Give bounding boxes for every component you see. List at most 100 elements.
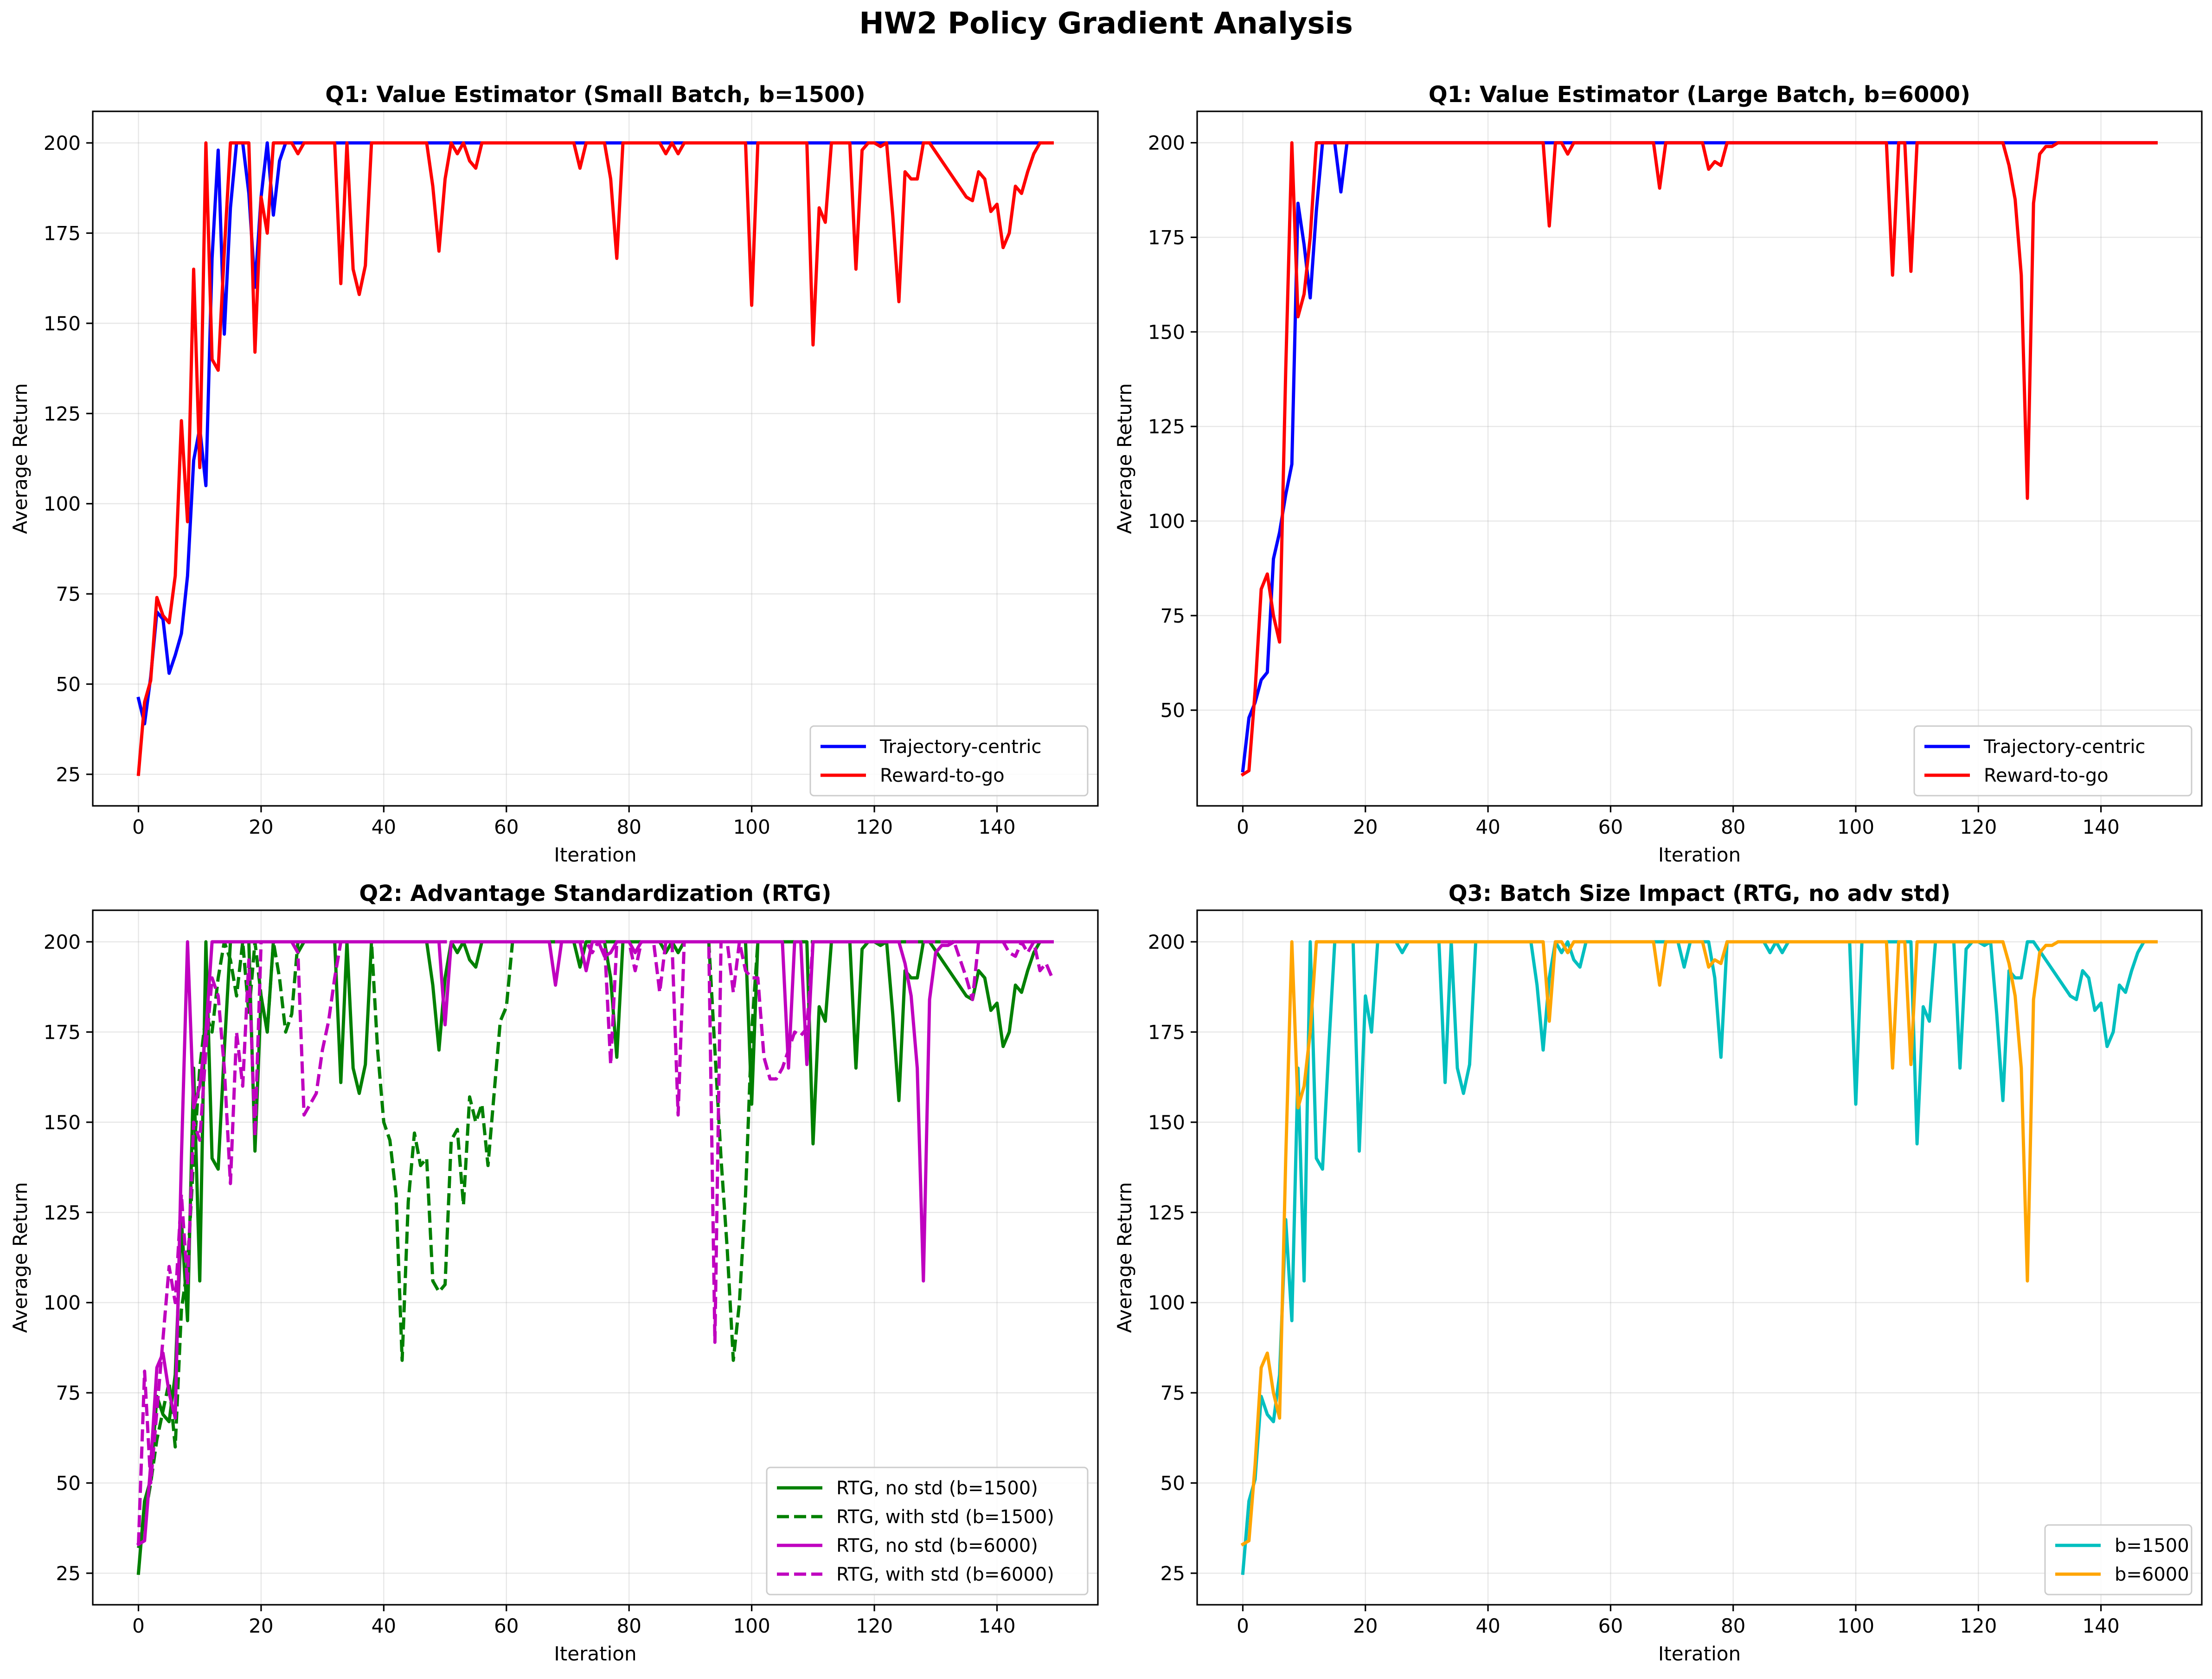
- panel2-x-tick-label: 60: [1598, 816, 1623, 838]
- panel2-series-line-2: [1240, 141, 2158, 777]
- panel2-x-tick-label: 80: [1721, 816, 1745, 838]
- panel2-x-tick-label: 20: [1353, 816, 1378, 838]
- panel3-y-tick-label: 125: [44, 1201, 81, 1224]
- panel3-y-axis-label: Average Return: [9, 1182, 32, 1333]
- panel3-y-tick-label: 25: [56, 1562, 81, 1585]
- panel4-legend-label-1: b=1500: [2115, 1535, 2189, 1557]
- panel2-y-axis-label: Average Return: [1113, 383, 1136, 534]
- panel1-x-tick-label: 120: [856, 816, 893, 838]
- panel4-x-tick-label: 80: [1721, 1615, 1745, 1637]
- panel1-title: Q1: Value Estimator (Small Batch, b=1500…: [325, 82, 866, 108]
- panel4-x-tick-label: 120: [1960, 1615, 1997, 1637]
- panel3-legend-label-3: RTG, no std (b=6000): [836, 1535, 1038, 1557]
- panel4-x-axis-label: Iteration: [1658, 1642, 1741, 1665]
- panel1-axes-frame: [92, 110, 1099, 807]
- panel1-x-tick-label: 80: [616, 816, 641, 838]
- panel1-y-tick-label: 175: [44, 222, 81, 244]
- panel3-x-axis-label: Iteration: [554, 1642, 636, 1665]
- panel3-legend-label-1: RTG, no std (b=1500): [836, 1478, 1038, 1499]
- panel1-y-tick-label: 75: [56, 583, 81, 605]
- panel3-axes-frame: [92, 909, 1099, 1606]
- panel4-x-tick-label: 140: [2083, 1615, 2120, 1637]
- panel2-y-tick-label: 125: [1148, 415, 1185, 438]
- panel3-x-tick-label: 60: [494, 1615, 519, 1637]
- panel2-y-tick-label: 200: [1148, 132, 1185, 154]
- panel3-y-tick-label: 175: [44, 1021, 81, 1043]
- panel4-x-tick-label: 20: [1353, 1615, 1378, 1637]
- panel1-legend-box: [809, 725, 1089, 797]
- panel2-y-tick-label: 100: [1148, 510, 1185, 533]
- panel2-y-tick-label: 150: [1148, 321, 1185, 343]
- panel1-y-tick-label: 50: [56, 673, 81, 696]
- panel4-y-tick-label: 175: [1148, 1021, 1185, 1043]
- panel3-x-tick-label: 40: [372, 1615, 396, 1637]
- panel2-title: Q1: Value Estimator (Large Batch, b=6000…: [1429, 82, 1970, 108]
- panel3-legend-label-4: RTG, with std (b=6000): [836, 1564, 1054, 1585]
- panel3-x-tick-label: 140: [978, 1615, 1015, 1637]
- panel4-y-tick-label: 100: [1148, 1292, 1185, 1314]
- panel4-y-tick-label: 50: [1160, 1472, 1185, 1495]
- panel2-x-tick-label: 140: [2083, 816, 2120, 838]
- panel1-x-tick-label: 20: [249, 816, 273, 838]
- panel1-y-axis-label: Average Return: [9, 383, 32, 534]
- panel3-x-tick-label: 20: [249, 1615, 273, 1637]
- panel3-y-tick-label: 100: [44, 1292, 81, 1314]
- panel4-y-tick-label: 25: [1160, 1562, 1185, 1585]
- figure-title: HW2 Policy Gradient Analysis: [859, 6, 1353, 41]
- panel4-legend-label-2: b=6000: [2115, 1564, 2189, 1585]
- panel4-y-tick-label: 150: [1148, 1111, 1185, 1134]
- panel3-y-tick-label: 150: [44, 1111, 81, 1134]
- panel4-chart: 0 20 40 60 80 100 120 140 25 50 75 100 125 150 175 200 Q…: [1113, 881, 2203, 1665]
- panel1-series-line-1: [136, 141, 1054, 726]
- panel1-legend-label-1: Trajectory-centric: [879, 736, 1041, 758]
- panel4-x-tick-label: 100: [1837, 1615, 1874, 1637]
- panel1-legend: Trajectory-centric Reward-to-go: [809, 725, 1089, 797]
- panel2-x-tick-label: 120: [1960, 816, 1997, 838]
- panel3-series-line-2: [137, 940, 1052, 1549]
- panel4-y-axis-label: Average Return: [1113, 1182, 1136, 1333]
- panel1-x-axis-label: Iteration: [554, 843, 636, 866]
- panel2-x-tick-label: 0: [1237, 816, 1249, 838]
- panel1-legend-label-2: Reward-to-go: [880, 765, 1005, 786]
- panel2-y-tick-label: 50: [1160, 699, 1185, 722]
- panel2-legend-label-1: Trajectory-centric: [1983, 736, 2145, 758]
- panel2-legend: Trajectory-centric Reward-to-go: [1913, 725, 2193, 797]
- panel4-axes-frame: [1196, 909, 2203, 1606]
- panel1-x-tick-label: 0: [132, 816, 145, 838]
- panel3-title: Q2: Advantage Standardization (RTG): [359, 881, 831, 907]
- panel3-y-tick-label: 200: [44, 931, 81, 953]
- panel3-x-tick-label: 120: [856, 1615, 893, 1637]
- panel1-series-line-2: [136, 141, 1054, 776]
- panel3-chart: 0 20 40 60 80 100 120 140 25 50 75 100 125 150 175 200 Q…: [9, 881, 1099, 1665]
- panel1-x-tick-label: 40: [372, 816, 396, 838]
- panel1-x-tick-label: 100: [733, 816, 770, 838]
- panel3-y-tick-label: 75: [56, 1382, 81, 1404]
- panel4-x-tick-label: 40: [1475, 1615, 1500, 1637]
- panel1-chart: 0 20 40 60 80 100 120 140 25 50 75 100 125 150 175 200 Q…: [9, 82, 1099, 866]
- panel3-legend-box: [766, 1467, 1089, 1595]
- panel2-x-tick-label: 100: [1837, 816, 1874, 838]
- panel2-x-tick-label: 40: [1475, 816, 1500, 838]
- panel3-legend-label-2: RTG, with std (b=1500): [836, 1506, 1054, 1528]
- panel1-y-tick-label: 150: [44, 312, 81, 335]
- panel4-legend-box: [2044, 1524, 2193, 1595]
- panel3-x-tick-label: 0: [132, 1615, 145, 1637]
- panel1-y-tick-label: 100: [44, 493, 81, 515]
- panel4-series-line-2: [1240, 940, 2158, 1547]
- panel1-y-tick-label: 125: [44, 402, 81, 425]
- panel4-y-tick-label: 200: [1148, 931, 1185, 953]
- panel3-series-line-4: [137, 940, 1054, 1544]
- panel1-y-tick-label: 25: [56, 763, 81, 786]
- panel2-legend-label-2: Reward-to-go: [1984, 765, 2109, 786]
- panel3-y-tick-label: 50: [56, 1472, 81, 1495]
- panel4-y-tick-label: 75: [1160, 1382, 1185, 1404]
- panel2-y-tick-label: 175: [1148, 226, 1185, 249]
- panel4-x-tick-label: 60: [1598, 1615, 1623, 1637]
- panel4-legend: b=1500 b=6000: [2044, 1524, 2193, 1595]
- panel2-x-axis-label: Iteration: [1658, 843, 1741, 866]
- panel3-x-tick-label: 100: [733, 1615, 770, 1637]
- panel4-y-tick-label: 125: [1148, 1201, 1185, 1224]
- panel2-legend-box: [1913, 725, 2193, 797]
